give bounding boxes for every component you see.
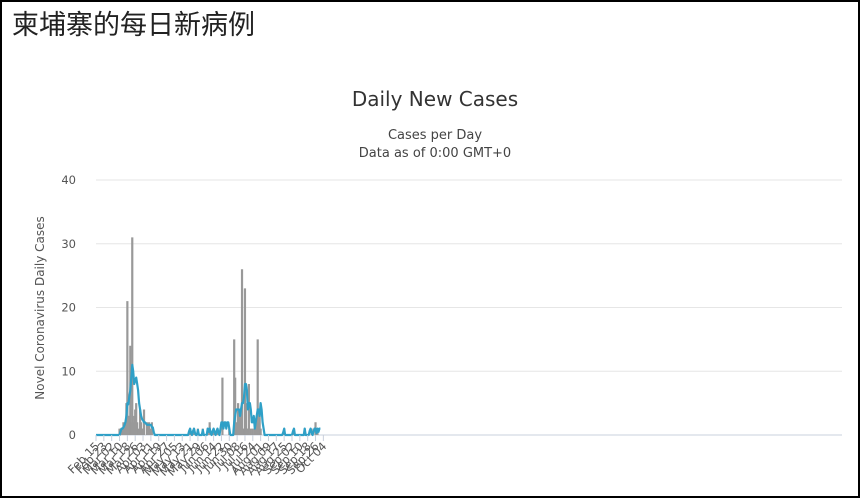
bar xyxy=(258,415,261,435)
y-axis-label: Novel Coronavirus Daily Cases xyxy=(33,216,47,399)
gridlines xyxy=(96,179,842,436)
line-series xyxy=(96,363,321,437)
bar xyxy=(249,428,252,435)
y-tick-label: 10 xyxy=(61,364,76,378)
chart-subtitle: Cases per Day xyxy=(388,128,482,143)
bar xyxy=(126,301,129,435)
y-tick-label: 30 xyxy=(61,237,76,251)
page-title: 柬埔寨的每日新病例 xyxy=(12,10,255,41)
bar xyxy=(221,377,224,435)
bar xyxy=(251,428,254,435)
bar xyxy=(237,409,241,435)
bar xyxy=(137,428,140,435)
bar-series xyxy=(118,237,319,435)
bar xyxy=(244,403,248,435)
bar xyxy=(147,422,151,435)
bar xyxy=(256,339,259,435)
y-tick-label: 40 xyxy=(61,173,76,187)
bar xyxy=(243,288,247,435)
chart-title: Daily New Cases xyxy=(352,87,518,111)
bar xyxy=(234,377,237,435)
bar xyxy=(135,403,138,435)
bar xyxy=(240,269,244,435)
moving-average-line xyxy=(96,363,321,437)
bar xyxy=(259,428,262,435)
chart-subtitle-date: Data as of 0:00 GMT+0 xyxy=(359,146,511,161)
y-tick-label: 0 xyxy=(69,428,76,442)
bar xyxy=(150,422,153,435)
bar xyxy=(131,237,134,435)
y-tick-label: 20 xyxy=(61,301,76,315)
y-tick-labels: 0 10 20 30 40 xyxy=(61,173,76,442)
